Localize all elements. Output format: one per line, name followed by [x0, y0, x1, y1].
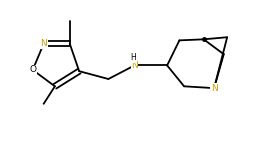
Text: N: N: [131, 61, 138, 70]
Text: O: O: [29, 65, 36, 74]
Text: N: N: [40, 39, 47, 48]
Text: N: N: [211, 84, 217, 93]
Text: H: H: [130, 53, 136, 62]
